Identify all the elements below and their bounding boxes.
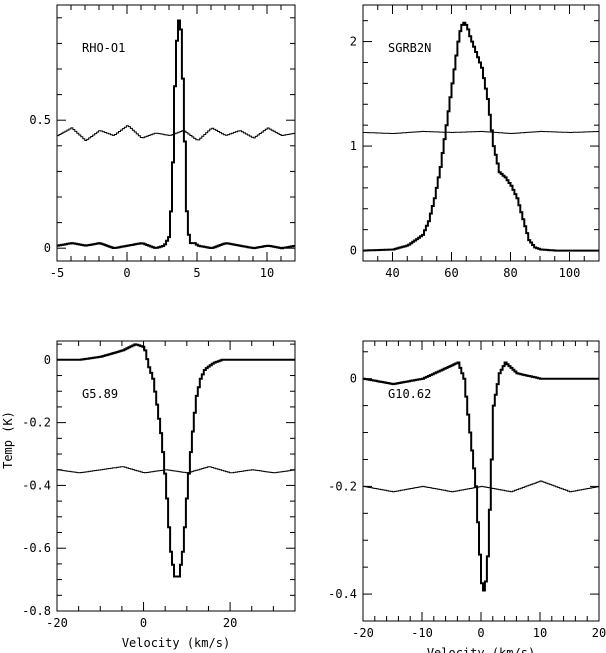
x-tick-label: 100 bbox=[559, 266, 581, 280]
spectrum-line bbox=[363, 21, 599, 252]
panel-title: SGRB2N bbox=[388, 41, 431, 55]
x-tick-label: 0 bbox=[123, 266, 130, 280]
y-tick-label: -0.2 bbox=[328, 479, 357, 493]
x-tick-label: 10 bbox=[260, 266, 274, 280]
y-tick-label: -0.6 bbox=[22, 541, 51, 555]
noise-line bbox=[363, 480, 599, 493]
panel-title: G5.89 bbox=[82, 387, 118, 401]
panel-title: RHO-O1 bbox=[82, 41, 125, 55]
x-tick-label: 80 bbox=[503, 266, 517, 280]
x-tick-label: -10 bbox=[411, 626, 433, 640]
plot-frame bbox=[56, 340, 296, 612]
noise-line bbox=[363, 130, 599, 134]
y-tick-label: 0 bbox=[44, 241, 51, 255]
noise-line bbox=[57, 466, 295, 474]
panel-title: G10.62 bbox=[388, 387, 431, 401]
shared-ylabel: Temp (K) bbox=[1, 411, 15, 469]
panel-g5-89: -20 0 20 0 -0.2 -0.4 -0.6 -0.8 Velocity (km/s) G5… bbox=[22, 340, 296, 650]
y-tick-label: 1 bbox=[350, 139, 357, 153]
panel-rho-o1: -5 0 5 10 0 0.5 RHO-O1 bbox=[29, 4, 296, 280]
x-tick-label: 0 bbox=[477, 626, 484, 640]
spectrum-line bbox=[363, 361, 599, 592]
noise-line bbox=[57, 125, 295, 141]
x-tick-label: 0 bbox=[140, 616, 147, 630]
y-tick-label: 0 bbox=[44, 353, 51, 367]
y-tick-label: -0.8 bbox=[22, 604, 51, 618]
x-tick-label: -5 bbox=[50, 266, 64, 280]
y-tick-label: 0 bbox=[350, 372, 357, 386]
y-tick-label: 0.5 bbox=[29, 113, 51, 127]
spectrum-line bbox=[57, 343, 295, 578]
y-tick-label: 2 bbox=[350, 35, 357, 49]
y-tick-label: 0 bbox=[350, 244, 357, 258]
x-tick-label: -20 bbox=[46, 616, 68, 630]
panel-sgrb2n: 40 60 80 100 0 1 2 SGRB2N bbox=[350, 4, 600, 280]
x-tick-label: 20 bbox=[592, 626, 606, 640]
x-tick-label: 40 bbox=[385, 266, 399, 280]
x-tick-label: 10 bbox=[533, 626, 547, 640]
y-tick-label: -0.4 bbox=[22, 478, 51, 492]
x-tick-label: 5 bbox=[193, 266, 200, 280]
x-axis-label: Velocity (km/s) bbox=[427, 646, 535, 653]
x-tick-label: 60 bbox=[444, 266, 458, 280]
panel-g10-62: -20 -10 0 10 20 0 -0.2 -0.4 Velocity (km/s) G10.6… bbox=[328, 340, 606, 653]
x-tick-label: -20 bbox=[352, 626, 374, 640]
x-axis-label: Velocity (km/s) bbox=[122, 636, 230, 650]
x-tick-label: 20 bbox=[223, 616, 237, 630]
y-tick-label: -0.2 bbox=[22, 416, 51, 430]
spectrum-line bbox=[57, 19, 295, 250]
y-tick-label: -0.4 bbox=[328, 587, 357, 601]
